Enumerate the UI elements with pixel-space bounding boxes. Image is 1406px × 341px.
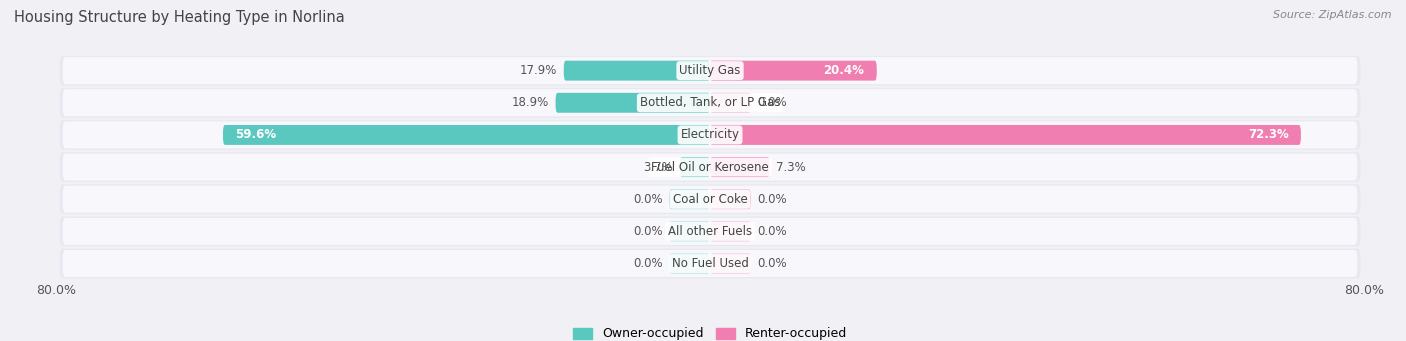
Legend: Owner-occupied, Renter-occupied: Owner-occupied, Renter-occupied (568, 322, 852, 341)
Text: 72.3%: 72.3% (1249, 129, 1289, 142)
FancyBboxPatch shape (710, 93, 751, 113)
FancyBboxPatch shape (710, 125, 1301, 145)
Text: Electricity: Electricity (681, 129, 740, 142)
FancyBboxPatch shape (59, 120, 1361, 150)
FancyBboxPatch shape (63, 153, 1357, 181)
Text: Utility Gas: Utility Gas (679, 64, 741, 77)
FancyBboxPatch shape (669, 189, 710, 209)
FancyBboxPatch shape (710, 189, 751, 209)
FancyBboxPatch shape (63, 186, 1357, 213)
Text: 0.0%: 0.0% (758, 225, 787, 238)
FancyBboxPatch shape (63, 121, 1357, 148)
FancyBboxPatch shape (63, 89, 1357, 116)
Text: Coal or Coke: Coal or Coke (672, 193, 748, 206)
FancyBboxPatch shape (59, 217, 1361, 246)
FancyBboxPatch shape (59, 184, 1361, 214)
FancyBboxPatch shape (63, 218, 1357, 245)
Text: 3.7%: 3.7% (644, 161, 673, 174)
Text: 0.0%: 0.0% (633, 257, 662, 270)
Text: All other Fuels: All other Fuels (668, 225, 752, 238)
Text: No Fuel Used: No Fuel Used (672, 257, 748, 270)
Text: 0.0%: 0.0% (758, 193, 787, 206)
Text: 0.0%: 0.0% (758, 96, 787, 109)
FancyBboxPatch shape (59, 249, 1361, 278)
Text: Housing Structure by Heating Type in Norlina: Housing Structure by Heating Type in Nor… (14, 10, 344, 25)
FancyBboxPatch shape (59, 56, 1361, 86)
FancyBboxPatch shape (224, 125, 710, 145)
Text: 17.9%: 17.9% (520, 64, 557, 77)
FancyBboxPatch shape (710, 221, 751, 241)
Text: Source: ZipAtlas.com: Source: ZipAtlas.com (1274, 10, 1392, 20)
FancyBboxPatch shape (669, 221, 710, 241)
FancyBboxPatch shape (564, 61, 710, 80)
Text: Fuel Oil or Kerosene: Fuel Oil or Kerosene (651, 161, 769, 174)
FancyBboxPatch shape (59, 88, 1361, 118)
Text: 0.0%: 0.0% (633, 225, 662, 238)
FancyBboxPatch shape (669, 254, 710, 273)
FancyBboxPatch shape (59, 152, 1361, 182)
Text: 0.0%: 0.0% (633, 193, 662, 206)
FancyBboxPatch shape (63, 57, 1357, 84)
Text: 7.3%: 7.3% (776, 161, 806, 174)
Text: 59.6%: 59.6% (235, 129, 277, 142)
Text: 0.0%: 0.0% (758, 257, 787, 270)
FancyBboxPatch shape (710, 157, 769, 177)
FancyBboxPatch shape (710, 61, 877, 80)
Text: 20.4%: 20.4% (824, 64, 865, 77)
FancyBboxPatch shape (710, 254, 751, 273)
FancyBboxPatch shape (555, 93, 710, 113)
Text: 18.9%: 18.9% (512, 96, 548, 109)
FancyBboxPatch shape (679, 157, 710, 177)
Text: Bottled, Tank, or LP Gas: Bottled, Tank, or LP Gas (640, 96, 780, 109)
FancyBboxPatch shape (63, 250, 1357, 277)
